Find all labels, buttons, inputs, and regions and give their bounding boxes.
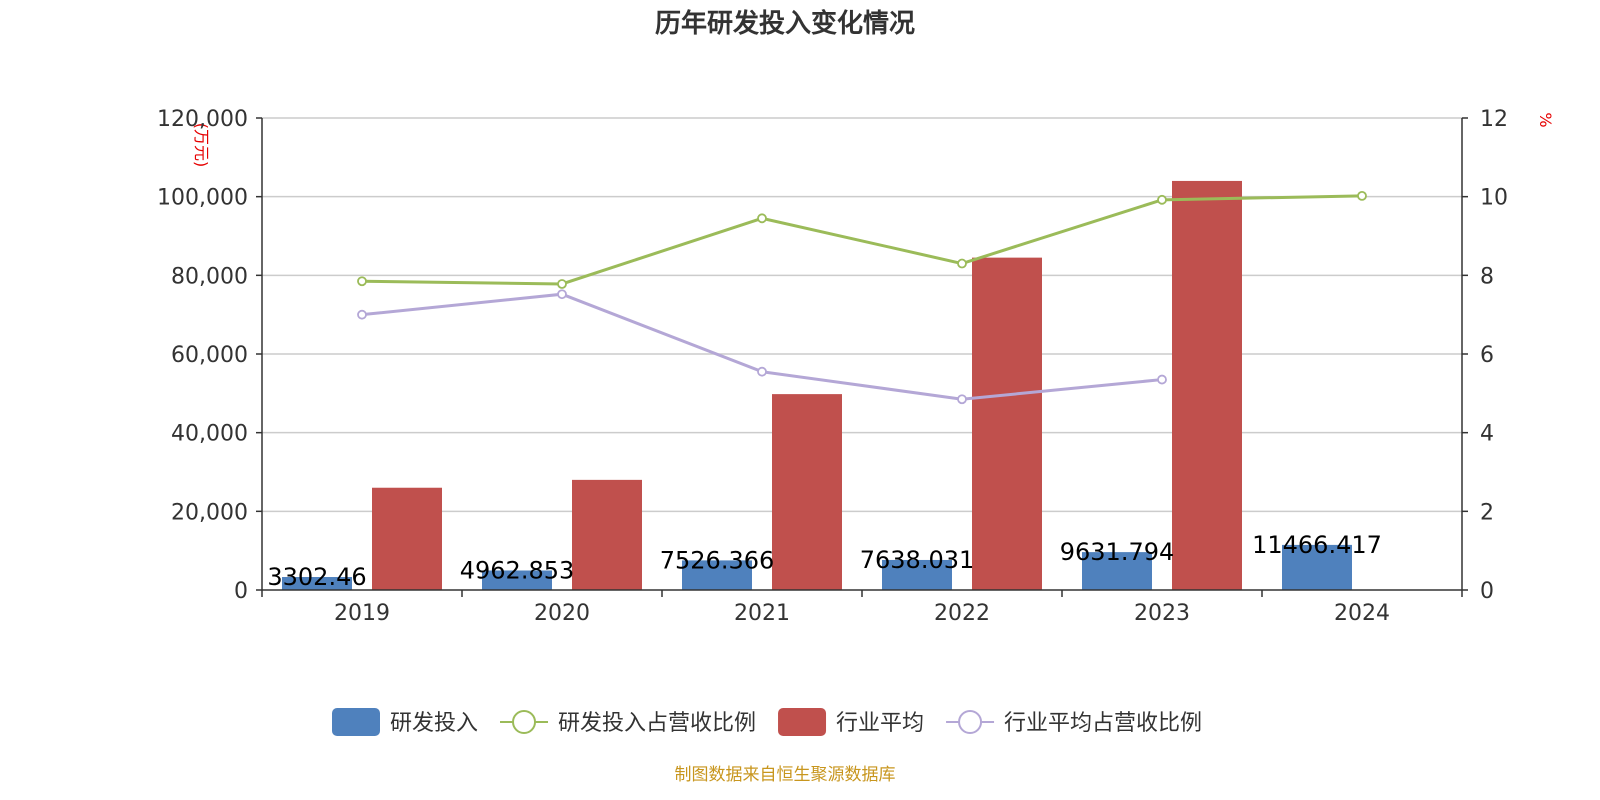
x-tick-label: 2023 (1134, 601, 1190, 626)
left-tick-label: 120,000 (157, 107, 248, 132)
legend-marker-研发投入占营收比例 (512, 710, 537, 734)
left-tick-label: 100,000 (157, 186, 248, 211)
bars-layer (282, 180, 1352, 590)
point-研发投入占营收比例 (357, 276, 367, 287)
x-tick-label: 2019 (334, 601, 390, 626)
line-研发投入占营收比例 (361, 194, 1363, 286)
chart-title: 历年研发投入变化情况 (655, 8, 915, 39)
left-tick-label: 60,000 (171, 343, 248, 368)
legend-swatch-行业平均 (778, 708, 827, 736)
right-tick-label: 0 (1480, 579, 1494, 604)
right-tick-label: 6 (1480, 343, 1494, 368)
legend: 研发投入 研发投入占营收比例 行业平均 行业平均占营收比例 (332, 708, 1202, 736)
axes-layer: 0 20,000 40,000 60,000 80,000 100,000 120,000 0… (157, 107, 1508, 626)
bar-研发投入-2023 (1082, 552, 1152, 590)
data-label: 9631.794 (1060, 538, 1175, 566)
bar-研发投入-2019 (282, 577, 352, 590)
point-研发投入占营收比例 (1157, 194, 1167, 205)
point-研发投入占营收比例 (1357, 190, 1367, 201)
x-tick-label: 2021 (734, 601, 790, 626)
legend-label-研发投入: 研发投入 (390, 711, 478, 736)
legend-swatch-研发投入 (332, 708, 380, 736)
point-行业平均占营收比例 (1157, 374, 1167, 385)
bar-行业平均-2022 (972, 257, 1042, 590)
right-tick-label: 2 (1480, 500, 1494, 525)
point-行业平均占营收比例 (557, 289, 567, 300)
bar-研发投入-2020 (482, 570, 552, 590)
point-研发投入占营收比例 (957, 258, 967, 269)
point-行业平均占营收比例 (757, 366, 767, 377)
right-axis-unit: % (1536, 112, 1555, 127)
left-axis-unit: (万元) (192, 123, 211, 168)
bar-行业平均-2019 (372, 487, 442, 590)
grid-lines (262, 117, 1462, 513)
bar-研发投入-2024 (1282, 544, 1352, 590)
bar-研发投入-2022 (882, 559, 952, 590)
point-行业平均占营收比例 (357, 309, 367, 320)
x-tick-label: 2020 (534, 601, 590, 626)
left-tick-label: 80,000 (171, 264, 248, 289)
legend-marker-行业平均占营收比例 (958, 710, 983, 734)
labels-layer: 3302.46 4962.853 7526.366 7638.031 9631.794 1… (267, 531, 1382, 591)
right-tick-label: 10 (1480, 186, 1508, 211)
x-tick-label: 2024 (1334, 601, 1390, 626)
left-tick-label: 0 (234, 579, 248, 604)
bar-行业平均-2020 (572, 479, 642, 590)
data-label: 7526.366 (660, 546, 775, 574)
data-label: 4962.853 (460, 556, 575, 584)
lines-layer (357, 190, 1367, 405)
point-研发投入占营收比例 (757, 213, 767, 224)
x-tick-label: 2022 (934, 601, 990, 626)
data-label: 3302.46 (267, 563, 366, 591)
data-label: 7638.031 (860, 546, 975, 574)
data-label: 11466.417 (1252, 531, 1382, 559)
bar-行业平均-2021 (772, 394, 842, 590)
left-tick-label: 40,000 (171, 422, 248, 447)
bar-研发投入-2021 (682, 560, 752, 590)
data-source: 制图数据来自恒生聚源数据库 (675, 765, 896, 785)
point-行业平均占营收比例 (957, 394, 967, 405)
left-tick-label: 20,000 (171, 500, 248, 525)
right-tick-label: 8 (1480, 264, 1494, 289)
point-研发投入占营收比例 (557, 279, 567, 289)
legend-label-研发投入占营收比例: 研发投入占营收比例 (558, 711, 756, 736)
legend-label-行业平均: 行业平均 (836, 711, 924, 736)
bar-行业平均-2023 (1172, 180, 1242, 590)
right-tick-label: 12 (1480, 107, 1508, 132)
legend-label-行业平均占营收比例: 行业平均占营收比例 (1004, 711, 1202, 736)
right-tick-label: 4 (1480, 422, 1494, 447)
